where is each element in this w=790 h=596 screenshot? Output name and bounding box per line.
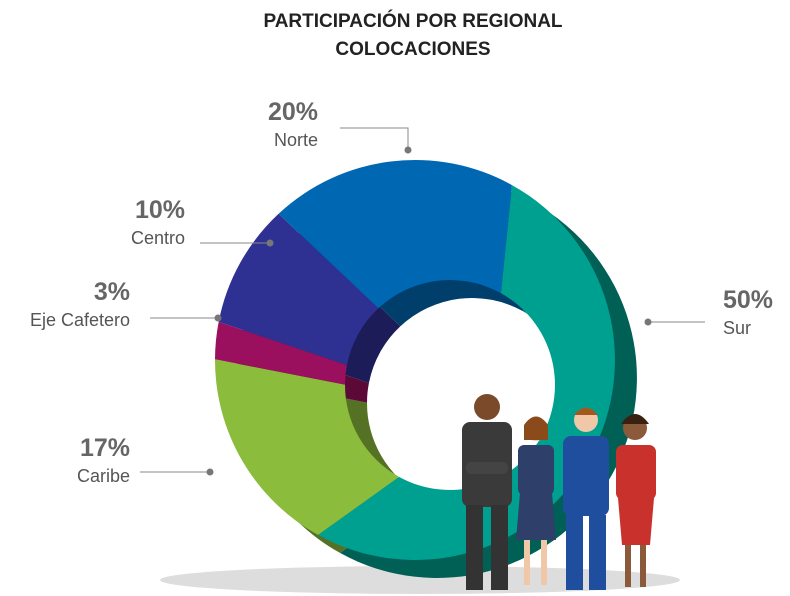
leader-line xyxy=(340,128,408,150)
chart: PARTICIPACIÓN POR REGIONAL COLOCACIONES … xyxy=(0,0,790,596)
leader-dot xyxy=(405,147,412,154)
category-label: Centro xyxy=(131,228,185,248)
leader-dot xyxy=(215,315,222,322)
leader-dot xyxy=(207,469,214,476)
value-label: 50% xyxy=(723,286,773,314)
category-label: Caribe xyxy=(77,466,130,486)
category-label: Norte xyxy=(274,130,318,150)
category-label: Sur xyxy=(723,318,751,338)
chart-title: COLOCACIONES xyxy=(335,39,490,60)
leader-dot xyxy=(645,319,652,326)
value-label: 20% xyxy=(268,98,318,126)
value-label: 17% xyxy=(80,434,130,462)
category-label: Eje Cafetero xyxy=(30,310,130,330)
value-label: 3% xyxy=(94,278,130,306)
chart-title: PARTICIPACIÓN POR REGIONAL xyxy=(263,10,562,32)
value-label: 10% xyxy=(135,196,185,224)
leader-dot xyxy=(267,240,274,247)
